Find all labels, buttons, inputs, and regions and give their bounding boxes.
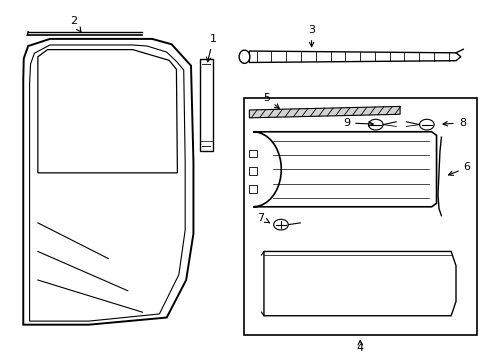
PathPatch shape: [249, 51, 460, 63]
PathPatch shape: [249, 107, 399, 118]
Circle shape: [419, 119, 433, 130]
Text: 8: 8: [442, 118, 465, 128]
Ellipse shape: [239, 50, 249, 63]
Bar: [249, 185, 257, 193]
Text: 1: 1: [206, 34, 217, 62]
PathPatch shape: [38, 50, 177, 173]
Bar: [249, 150, 257, 157]
Bar: [249, 167, 257, 175]
Text: 6: 6: [447, 162, 470, 175]
Text: 3: 3: [307, 25, 314, 47]
Text: 7: 7: [257, 212, 269, 223]
Polygon shape: [264, 251, 455, 316]
Text: 9: 9: [343, 118, 372, 128]
Circle shape: [273, 219, 287, 230]
Circle shape: [368, 119, 382, 130]
Bar: [200, 59, 212, 152]
Bar: [243, 98, 476, 336]
Text: 5: 5: [263, 93, 279, 108]
Text: 4: 4: [356, 343, 363, 353]
Text: 2: 2: [70, 16, 81, 32]
Polygon shape: [253, 132, 436, 207]
PathPatch shape: [23, 39, 193, 325]
